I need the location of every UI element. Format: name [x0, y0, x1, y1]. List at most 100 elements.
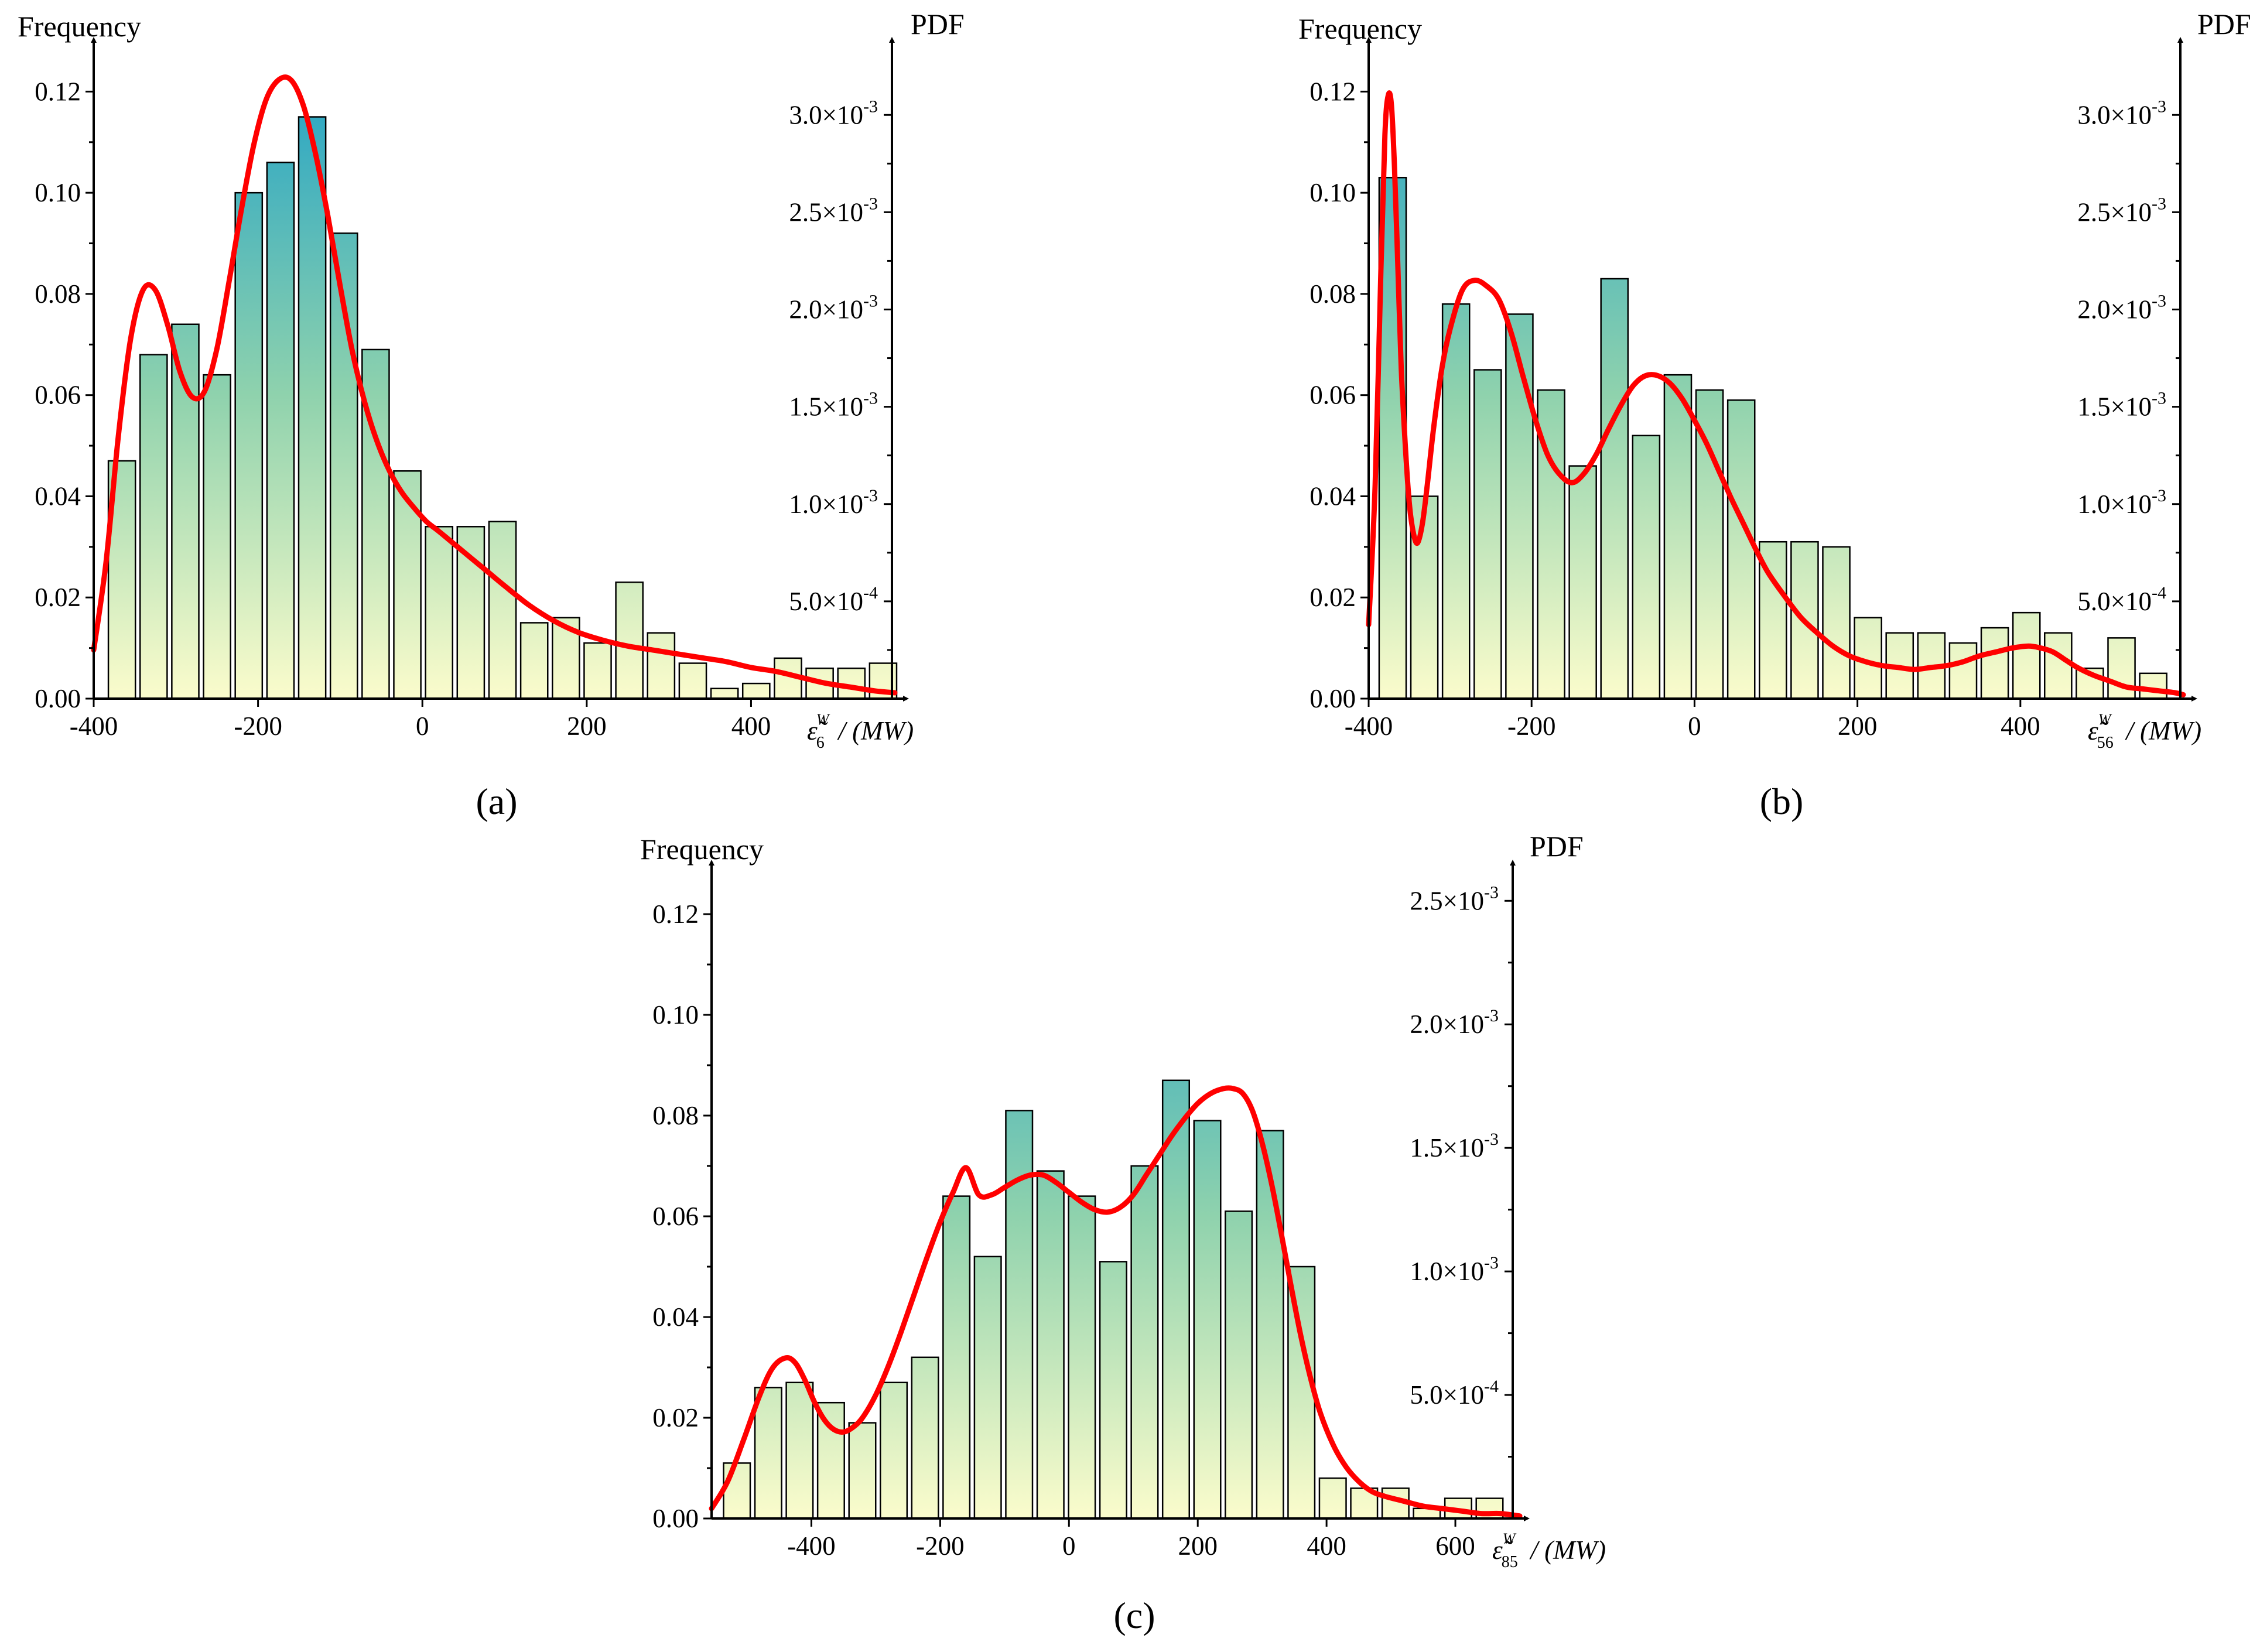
histogram-bar — [1726, 399, 1756, 700]
x-tick-label: 200 — [1178, 1531, 1218, 1561]
histogram-bar — [1854, 617, 1882, 700]
x-tick-label: -400 — [1345, 712, 1393, 741]
x-axis-unit: / (MW) — [836, 716, 914, 745]
y-tick-label: 0.08 — [35, 279, 81, 309]
chart-panel-a: 0.00 0.02 0.04 0.06 0.08 0.10 0.12 -400 -200 0 200… — [18, 8, 965, 822]
histogram-bar — [139, 354, 168, 700]
y2-tick-exponent: -4 — [863, 583, 878, 603]
histogram-bar — [1790, 541, 1819, 700]
x-tick-label: -400 — [787, 1531, 836, 1561]
y2-tick-exponent: -3 — [2152, 292, 2166, 311]
histogram-bar — [1193, 1120, 1222, 1520]
x-tick-label: 400 — [731, 712, 771, 741]
y2-tick-mantissa: 2.5×10 — [1410, 886, 1484, 915]
panel-label-c: (c) — [1113, 1595, 1155, 1636]
x-axis-unit: / (MW) — [2124, 716, 2201, 745]
y-tick-label: 0.06 — [1309, 381, 1356, 410]
y2-tick-mantissa: 5.0×10 — [1410, 1380, 1484, 1410]
x-tick-label: 0 — [416, 712, 429, 741]
histogram-bar — [785, 1381, 814, 1520]
y2-tick-mantissa: 2.0×10 — [2077, 295, 2152, 324]
pdf-curve — [1366, 90, 2186, 697]
y-axis-title-frequency: Frequency — [1298, 12, 1422, 45]
y2-tick-exponent: -3 — [863, 97, 878, 116]
x-axis-title-c: ε̃85W / (MW) — [1492, 1530, 1606, 1571]
y2-tick-label: 1.0×10-3 — [2077, 486, 2166, 519]
histogram-bar — [879, 1381, 908, 1520]
y2-axis-title-pdf: PDF — [1530, 830, 1584, 863]
x-tick-label: 400 — [1307, 1531, 1346, 1561]
y2-tick-mantissa: 1.0×10 — [1410, 1257, 1484, 1286]
y-tick-label: 0.04 — [1309, 481, 1356, 511]
x-tick-label: 0 — [1062, 1531, 1076, 1561]
histogram-bar — [1822, 546, 1851, 700]
y2-tick-label: 2.5×10-3 — [789, 194, 878, 227]
histogram-bar — [1568, 465, 1597, 700]
y2-tick-mantissa: 1.0×10 — [789, 490, 863, 519]
x-tick-label: -400 — [70, 712, 118, 741]
histogram-bar — [1948, 642, 1978, 700]
x-axis-superscript: W — [2098, 711, 2112, 728]
y-tick-label: 0.04 — [35, 481, 81, 511]
histogram-bar — [1980, 627, 2009, 700]
y2-tick-exponent: -3 — [1484, 1130, 1499, 1149]
y-tick-label: 0.02 — [1309, 583, 1356, 612]
y2-tick-exponent: -3 — [1484, 1253, 1499, 1273]
histogram-bar — [678, 662, 707, 700]
histogram-bar — [1099, 1261, 1127, 1520]
x-tick-label: 200 — [1838, 712, 1878, 741]
histogram-bar — [234, 191, 264, 700]
histogram-bar — [203, 374, 231, 700]
y2-tick-mantissa: 5.0×10 — [789, 587, 863, 616]
y2-tick-exponent: -3 — [863, 389, 878, 408]
y-tick-label: 0.00 — [35, 684, 81, 713]
y2-tick-label: 5.0×10-4 — [789, 583, 878, 616]
y2-tick-exponent: -3 — [863, 292, 878, 311]
y-tick-label: 0.12 — [652, 899, 699, 929]
y2-tick-exponent: -3 — [2152, 194, 2166, 213]
y-axis-title-frequency: Frequency — [640, 833, 764, 866]
x-tick-label: -200 — [234, 712, 282, 741]
x-tick-label: -200 — [916, 1531, 965, 1561]
histogram-bar — [1663, 374, 1693, 700]
x-tick-label: 0 — [1688, 712, 1701, 741]
y2-tick-exponent: -3 — [1484, 1006, 1499, 1025]
y2-tick-mantissa: 2.0×10 — [1410, 1010, 1484, 1039]
y2-tick-label: 1.0×10-3 — [789, 486, 878, 519]
histogram-bar — [266, 162, 295, 700]
y2-tick-label: 2.0×10-3 — [2077, 292, 2166, 324]
panel-label-a: (a) — [476, 781, 517, 822]
y2-tick-mantissa: 1.0×10 — [2077, 490, 2152, 519]
histogram-bar — [1318, 1477, 1347, 1520]
histogram-bar — [1441, 303, 1471, 700]
x-tick-label: 200 — [567, 712, 607, 741]
histogram-bar — [1695, 389, 1724, 700]
x-axis-title-b: ε̃56W / (MW) — [2088, 711, 2201, 752]
y2-tick-exponent: -3 — [2152, 97, 2166, 116]
y2-tick-exponent: -4 — [1484, 1377, 1499, 1396]
x-axis-subscript: 85 — [1502, 1553, 1518, 1571]
y2-tick-exponent: -3 — [863, 194, 878, 213]
x-axis-superscript: W — [1503, 1530, 1517, 1547]
histogram-bar — [942, 1195, 971, 1520]
histogram-bar — [615, 582, 644, 700]
y2-tick-exponent: -3 — [863, 486, 878, 505]
y-axis-title-frequency: Frequency — [18, 10, 141, 43]
chart-panel-b: 0.00 0.02 0.04 0.06 0.08 0.10 0.12 -400 -200 0 200… — [1298, 8, 2251, 822]
y-tick-label: 0.08 — [652, 1101, 699, 1130]
histogram-bar — [741, 682, 771, 700]
histogram-bar — [1600, 278, 1629, 700]
y2-tick-mantissa: 3.0×10 — [789, 100, 863, 129]
y2-axis-title-pdf: PDF — [2197, 8, 2251, 40]
y-tick-label: 0.12 — [35, 77, 81, 106]
histogram-bar — [911, 1356, 939, 1520]
histogram-bar — [816, 1401, 845, 1520]
y2-tick-label: 1.5×10-3 — [1410, 1130, 1499, 1162]
x-axis-unit: / (MW) — [1529, 1535, 1606, 1565]
y-tick-label: 0.08 — [1309, 279, 1356, 309]
histogram-bar — [583, 642, 612, 700]
y2-tick-exponent: -3 — [1484, 883, 1499, 902]
x-axis-subscript: 56 — [2097, 734, 2114, 752]
y2-tick-mantissa: 5.0×10 — [2077, 587, 2152, 616]
